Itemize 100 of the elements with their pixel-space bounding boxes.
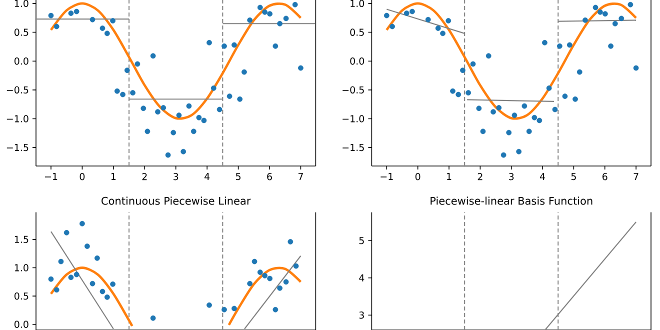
x-tick-label: 6 [267, 173, 272, 180]
point [222, 43, 227, 49]
point [257, 4, 263, 10]
point [582, 17, 588, 23]
x-tick-label: 7 [298, 173, 303, 180]
point [460, 68, 466, 74]
point [216, 106, 222, 112]
y-tick-label: −1.0 [342, 115, 364, 122]
point [110, 281, 116, 287]
x-tick-label: 2 [142, 173, 147, 180]
point [532, 114, 538, 120]
y-tick-label: 0.0 [350, 58, 364, 65]
point [576, 69, 582, 75]
point [480, 128, 486, 134]
point [456, 92, 462, 98]
point [90, 16, 96, 22]
x-tick-label: 5 [571, 173, 576, 180]
point [288, 239, 294, 244]
point [74, 8, 80, 14]
point [292, 2, 298, 8]
point [272, 306, 278, 312]
x-tick-label: 1 [111, 173, 116, 180]
point [206, 302, 212, 308]
point [100, 26, 106, 31]
y-tick-label: 1.5 [14, 236, 28, 243]
point [597, 9, 603, 15]
y-tick-label: 5 [359, 237, 364, 244]
y-tick-label: 0.5 [350, 28, 364, 36]
point [262, 272, 268, 278]
chart-title: Continuous Piecewise Linear [102, 196, 251, 205]
point [283, 16, 289, 22]
y-tick-label: 0.0 [14, 58, 28, 65]
point [104, 294, 110, 300]
y-tick-label: 1.0 [14, 0, 28, 8]
point [486, 53, 492, 59]
point [134, 61, 140, 67]
point [257, 270, 263, 275]
point [165, 152, 171, 158]
point [466, 90, 472, 96]
point [222, 306, 227, 312]
y-tick-label: 0.0 [14, 320, 28, 328]
chart-title: Piecewise-linear Basis Function [430, 196, 592, 205]
point [526, 128, 532, 134]
point [80, 220, 85, 226]
point [206, 40, 212, 46]
y-tick-label: 1.0 [350, 0, 364, 8]
point [180, 148, 186, 154]
point [490, 109, 496, 115]
point [247, 280, 253, 286]
point [566, 42, 572, 48]
x-tick-label: 4 [540, 173, 546, 180]
point [170, 130, 176, 136]
point [546, 85, 552, 91]
y-tick-label: 3 [359, 312, 364, 319]
point [277, 285, 283, 291]
point [176, 112, 182, 118]
x-tick-label: 0 [80, 173, 85, 180]
y-tick-label: 4 [359, 274, 364, 282]
point [190, 128, 196, 134]
y-tick-label: −0.5 [342, 86, 364, 94]
point [470, 61, 476, 67]
point [247, 17, 253, 23]
point [283, 279, 289, 285]
y-tick-label: −1.5 [342, 144, 364, 152]
point [512, 112, 518, 118]
point [384, 12, 390, 18]
point [277, 20, 283, 26]
point [562, 94, 568, 99]
point [210, 85, 216, 91]
point [94, 255, 100, 261]
point [602, 11, 608, 17]
x-tick-label: 3 [174, 173, 178, 180]
y-tick-label: −0.5 [6, 86, 28, 94]
point [425, 16, 431, 22]
point [496, 105, 502, 110]
point [68, 10, 74, 16]
point [293, 263, 299, 269]
point [64, 230, 70, 236]
point [435, 26, 441, 31]
point [450, 88, 456, 94]
point [592, 4, 598, 10]
x-tick-label: 2 [478, 173, 482, 180]
point [440, 30, 446, 36]
y-tick-label: 0.5 [14, 292, 28, 300]
point [144, 128, 150, 134]
point [48, 276, 54, 282]
point [104, 30, 110, 36]
x-tick-label: 1 [447, 173, 452, 180]
point [536, 118, 542, 124]
point [140, 106, 146, 112]
point [232, 42, 237, 48]
point [390, 24, 395, 30]
point [628, 2, 634, 8]
point [150, 53, 156, 59]
point [114, 88, 120, 94]
point [506, 130, 512, 136]
x-tick-label: 5 [236, 173, 240, 180]
x-tick-label: 3 [509, 173, 514, 180]
point [522, 103, 528, 109]
point [232, 306, 237, 312]
